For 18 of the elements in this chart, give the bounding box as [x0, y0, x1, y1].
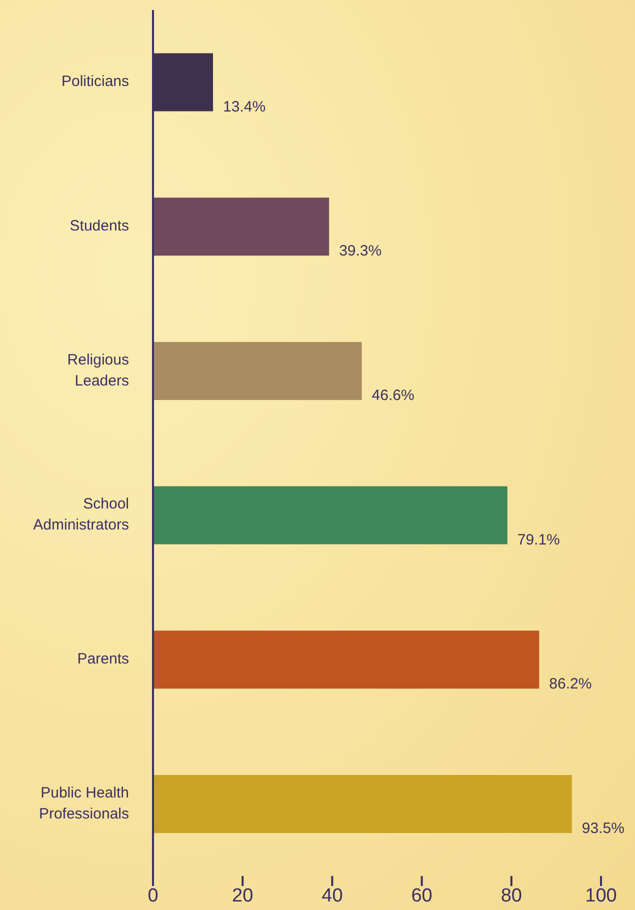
y-tick-label: Parents: [77, 650, 129, 668]
y-tick-label: School Administrators: [33, 496, 129, 534]
x-tick-label: 80: [500, 885, 522, 906]
y-tick-label: Students: [70, 217, 129, 234]
data-label: 13.4%: [223, 98, 266, 116]
x-tick-label: 60: [411, 885, 432, 906]
y-tick-label: Religious Leaders: [67, 351, 129, 390]
y-tick-label: Politicians: [61, 73, 129, 90]
data-label: 79.1%: [517, 531, 560, 548]
x-tick-label: 40: [322, 885, 343, 906]
data-label: 46.6%: [372, 386, 414, 404]
x-tick-label: 100: [585, 885, 617, 906]
x-tick-label: 20: [232, 885, 254, 906]
x-tick-label: 0: [148, 885, 158, 906]
data-label: 39.3%: [339, 242, 382, 260]
y-tick-label: Public Health Professionals: [38, 784, 129, 822]
data-label: 86.2%: [549, 676, 592, 693]
data-label: 93.5%: [582, 820, 624, 837]
